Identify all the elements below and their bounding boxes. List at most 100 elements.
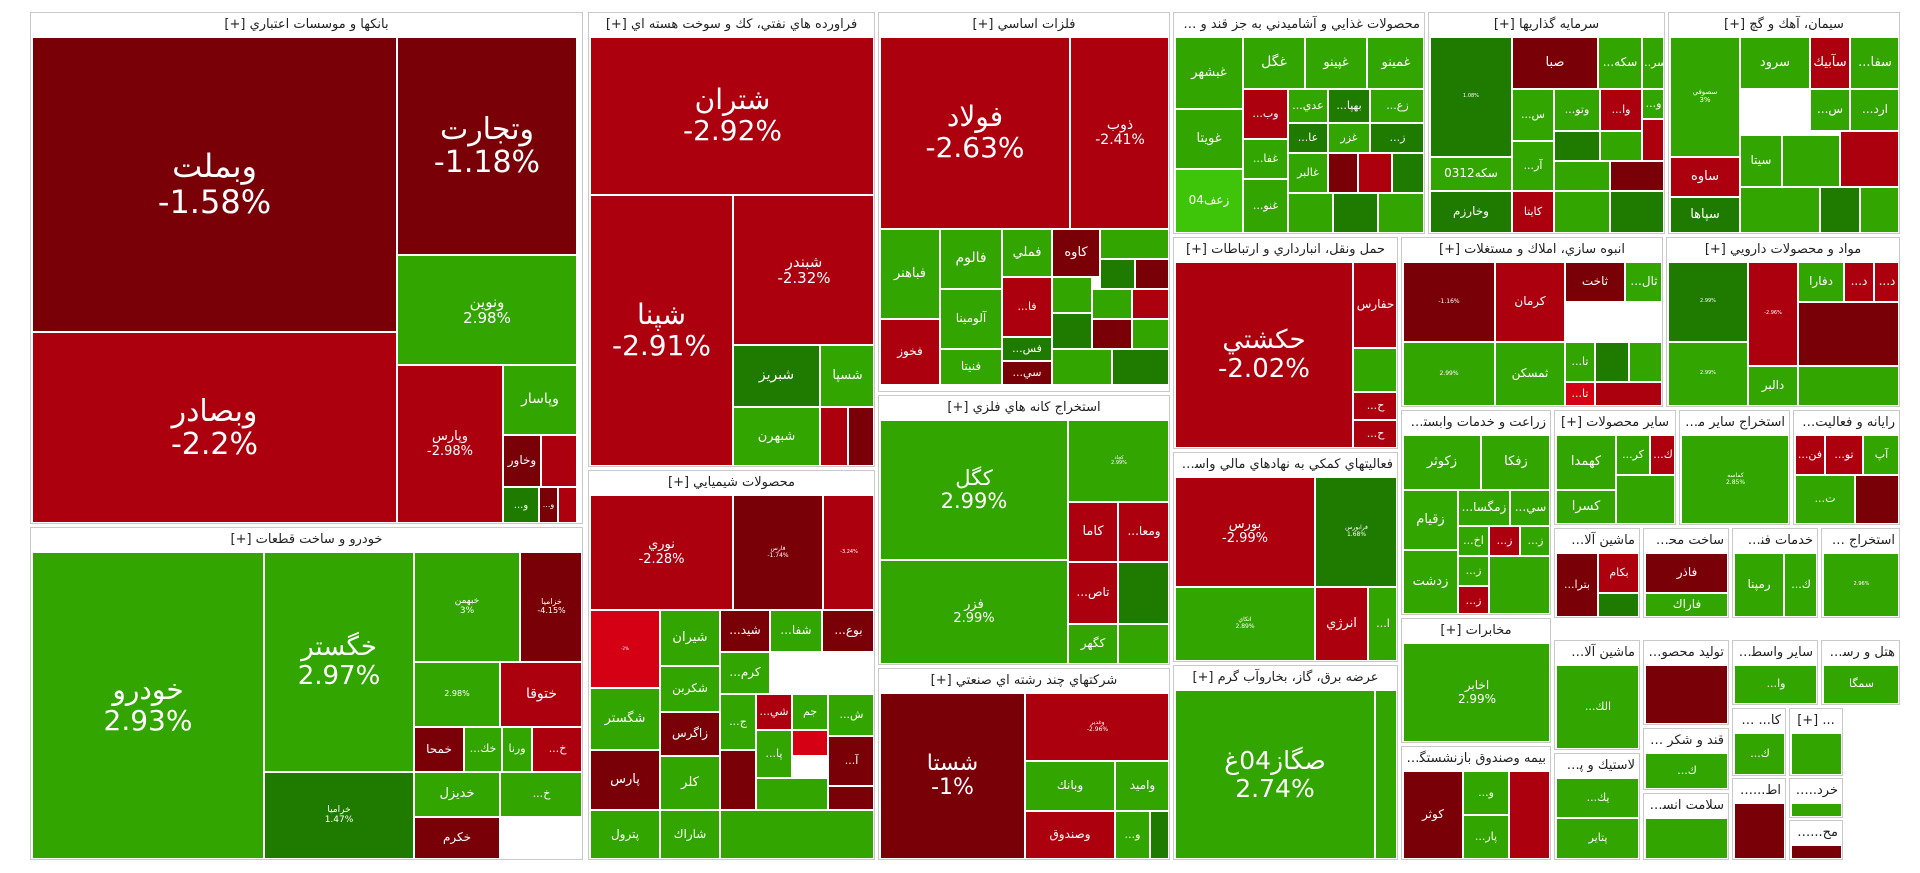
stock-tile[interactable]: كايتا: [1512, 191, 1554, 232]
sector-sugar[interactable]: قند و شكر [+] ...ك: [1643, 728, 1729, 790]
stock-tile[interactable]: كگل 2.99%: [880, 420, 1068, 560]
sector-header[interactable]: قند و شكر [+]: [1644, 729, 1728, 753]
stock-tile[interactable]: وبملت -1.58%: [32, 37, 397, 332]
stock-tile[interactable]: رمپنا: [1734, 553, 1784, 616]
stock-tile[interactable]: كوثر: [1403, 771, 1463, 858]
stock-tile[interactable]: صبا: [1512, 37, 1598, 89]
sector-header[interactable]: عرضه برق، گاز، بخاروآب گرم [+]: [1174, 666, 1397, 690]
stock-tile[interactable]: كماسه 2.85%: [1681, 435, 1788, 523]
treemap-cell[interactable]: [1629, 342, 1661, 382]
sector-header[interactable]: شركتهاي چند رشته اي صنعتي [+]: [879, 669, 1169, 693]
stock-tile[interactable]: واميد: [1115, 761, 1168, 811]
stock-tile[interactable]: ...غفا: [1243, 139, 1288, 179]
stock-tile[interactable]: حفارس: [1353, 262, 1396, 348]
stock-tile[interactable]: نوري -2.28%: [590, 495, 733, 610]
treemap-cell[interactable]: [1092, 319, 1132, 349]
sector-small_e[interactable]: مح... [+]: [1789, 820, 1843, 860]
stock-tile[interactable]: آلومينا: [940, 289, 1002, 349]
stock-tile[interactable]: فاراك: [1645, 593, 1727, 616]
sector-header[interactable]: فعاليتهاي كمكي به نهادهاي مالي واسط [+]: [1174, 453, 1397, 477]
stock-tile[interactable]: فملي: [1002, 229, 1052, 277]
sector-transport[interactable]: حمل ونقل، انبارداري و ارتباطات [+] حكشتي -…: [1173, 237, 1398, 449]
sector-header[interactable]: ساخت محصولات فلزي [+]: [1644, 529, 1728, 553]
stock-tile[interactable]: ...زع: [1370, 89, 1423, 123]
stock-tile[interactable]: [1734, 803, 1784, 858]
stock-tile[interactable]: ...فن: [1795, 435, 1825, 475]
treemap-cell[interactable]: [756, 778, 828, 810]
stock-tile[interactable]: شستا -1%: [880, 693, 1025, 858]
sector-computer[interactable]: رايانه و فعاليت‌هاي وابسته [+] ...فن ...تو…: [1793, 410, 1900, 525]
stock-tile[interactable]: ...عا: [1288, 123, 1328, 153]
stock-tile[interactable]: زاگرس: [660, 712, 720, 756]
stock-tile[interactable]: ...شفا: [770, 610, 822, 652]
sector-metal_products[interactable]: ساخت محصولات فلزي [+] فاذر فاراك: [1643, 528, 1729, 618]
stock-tile[interactable]: ...ز: [1370, 123, 1423, 153]
stock-tile[interactable]: دفارا: [1798, 262, 1844, 302]
stock-tile[interactable]: ...د: [1844, 262, 1874, 302]
stock-tile[interactable]: 1.08%: [1430, 37, 1512, 157]
sector-cement[interactable]: سيمان، آهك و گچ [+] سصوفي 3% ساوه سپاها سرود س…: [1668, 12, 1900, 234]
stock-tile[interactable]: ...ح: [1353, 420, 1396, 447]
treemap-cell[interactable]: [1554, 191, 1610, 232]
stock-tile[interactable]: ...وتو: [1554, 89, 1600, 131]
stock-tile[interactable]: پتاير: [1556, 818, 1638, 858]
treemap-cell[interactable]: [1052, 313, 1092, 349]
sector-banks[interactable]: بانکها و موسسات اعتباري [+] وبملت -1.58% وب…: [30, 12, 583, 524]
stock-tile[interactable]: اتكاي 2.89%: [1175, 587, 1315, 660]
stock-tile[interactable]: ...بترا: [1556, 553, 1598, 616]
stock-tile[interactable]: ...وب: [1243, 89, 1288, 139]
sector-header[interactable]: بانکها و موسسات اعتباري [+]: [31, 13, 582, 37]
sector-insurance[interactable]: بيمه وصندوق بازنشستگي [+] كوثر ...و ...پار: [1401, 746, 1551, 860]
stock-tile[interactable]: كهمدا: [1556, 435, 1616, 490]
stock-tile[interactable]: 2.98%: [414, 662, 500, 727]
stock-tile[interactable]: ...ز: [1520, 526, 1549, 556]
stock-tile[interactable]: ...وا: [1734, 665, 1816, 703]
stock-tile[interactable]: [820, 407, 848, 465]
stock-tile[interactable]: ...يك: [1556, 778, 1638, 818]
stock-tile[interactable]: كاما: [1068, 502, 1118, 562]
stock-tile[interactable]: زقيام: [1403, 490, 1458, 550]
stock-tile[interactable]: ...ك: [1784, 553, 1816, 616]
stock-tile[interactable]: شسپا: [820, 345, 873, 407]
stock-tile[interactable]: فولاد -2.63%: [880, 37, 1070, 229]
stock-tile[interactable]: پترول: [590, 810, 660, 858]
stock-tile[interactable]: شبريز: [733, 345, 820, 407]
stock-tile[interactable]: ...خ: [532, 727, 581, 772]
sector-chemical[interactable]: محصولات شيميايي [+] نوري -2.28% فارس -1.74% -…: [588, 470, 875, 860]
stock-tile[interactable]: ...زمگسا: [1458, 490, 1510, 526]
sector-header[interactable]: سرمايه گذاريها [+]: [1429, 13, 1664, 37]
sector-food[interactable]: محصولات غذايي و آشاميدني به جز قند و شكر…: [1173, 12, 1425, 234]
stock-tile[interactable]: زدشت: [1403, 550, 1458, 613]
stock-tile[interactable]: وخاور: [503, 435, 541, 487]
sector-investment[interactable]: سرمايه گذاريها [+] 1.08% صبا ...سكه ...سر...…: [1428, 12, 1665, 234]
treemap-cell[interactable]: [1798, 302, 1898, 366]
stock-tile[interactable]: صگاز04غ 2.74%: [1175, 690, 1375, 858]
sector-header[interactable]: رايانه و فعاليت‌هاي وابسته [+]: [1794, 411, 1899, 435]
sector-header[interactable]: فلزات اساسي [+]: [879, 13, 1169, 37]
sector-auto[interactable]: خودرو و ساخت قطعات [+] خودرو 2.93% خگستر 2.9…: [30, 527, 583, 860]
stock-tile[interactable]: غزر: [1328, 123, 1370, 153]
stock-tile[interactable]: ...سر: [1642, 37, 1663, 89]
sector-conglomerate[interactable]: شركتهاي چند رشته اي صنعتي [+] شستا -1% وغدي…: [878, 668, 1170, 860]
stock-tile[interactable]: خودرو 2.93%: [32, 552, 264, 858]
stock-tile[interactable]: ...سفا: [1850, 37, 1898, 89]
stock-tile[interactable]: ...ح: [1353, 392, 1396, 420]
stock-tile[interactable]: ...خك: [464, 727, 502, 772]
stock-tile[interactable]: ...اخ: [1458, 526, 1489, 556]
stock-tile[interactable]: كاوه: [1052, 229, 1100, 277]
treemap-cell[interactable]: [1118, 624, 1168, 663]
sector-pharma[interactable]: مواد و محصولات دارويي [+] 2.99% -2.96% دفار…: [1666, 237, 1900, 407]
stock-tile[interactable]: ...سي: [1510, 490, 1549, 526]
sector-header[interactable]: ساير واسطه گريهاي مالي [+]: [1733, 641, 1817, 665]
stock-tile[interactable]: وپارس -2.98%: [397, 365, 503, 522]
sector-refinery[interactable]: فراورده هاي نفتي، كك و سوخت هسته اي [+] ش…: [588, 12, 875, 467]
stock-tile[interactable]: -2.96%: [1748, 262, 1798, 366]
treemap-cell[interactable]: [1100, 259, 1135, 289]
stock-tile[interactable]: غگل: [1243, 37, 1305, 89]
sector-small_b[interactable]: ... [+]: [1789, 708, 1843, 776]
stock-tile[interactable]: [541, 435, 577, 487]
treemap-cell[interactable]: [1132, 289, 1168, 319]
sector-mining[interactable]: استخراج كانه هاي فلزي [+] كگل 2.99% فزر 2.99…: [878, 395, 1170, 665]
stock-tile[interactable]: ورنا: [502, 727, 532, 772]
sector-header[interactable]: خدمات فني و مهندسي [+]: [1733, 529, 1817, 553]
